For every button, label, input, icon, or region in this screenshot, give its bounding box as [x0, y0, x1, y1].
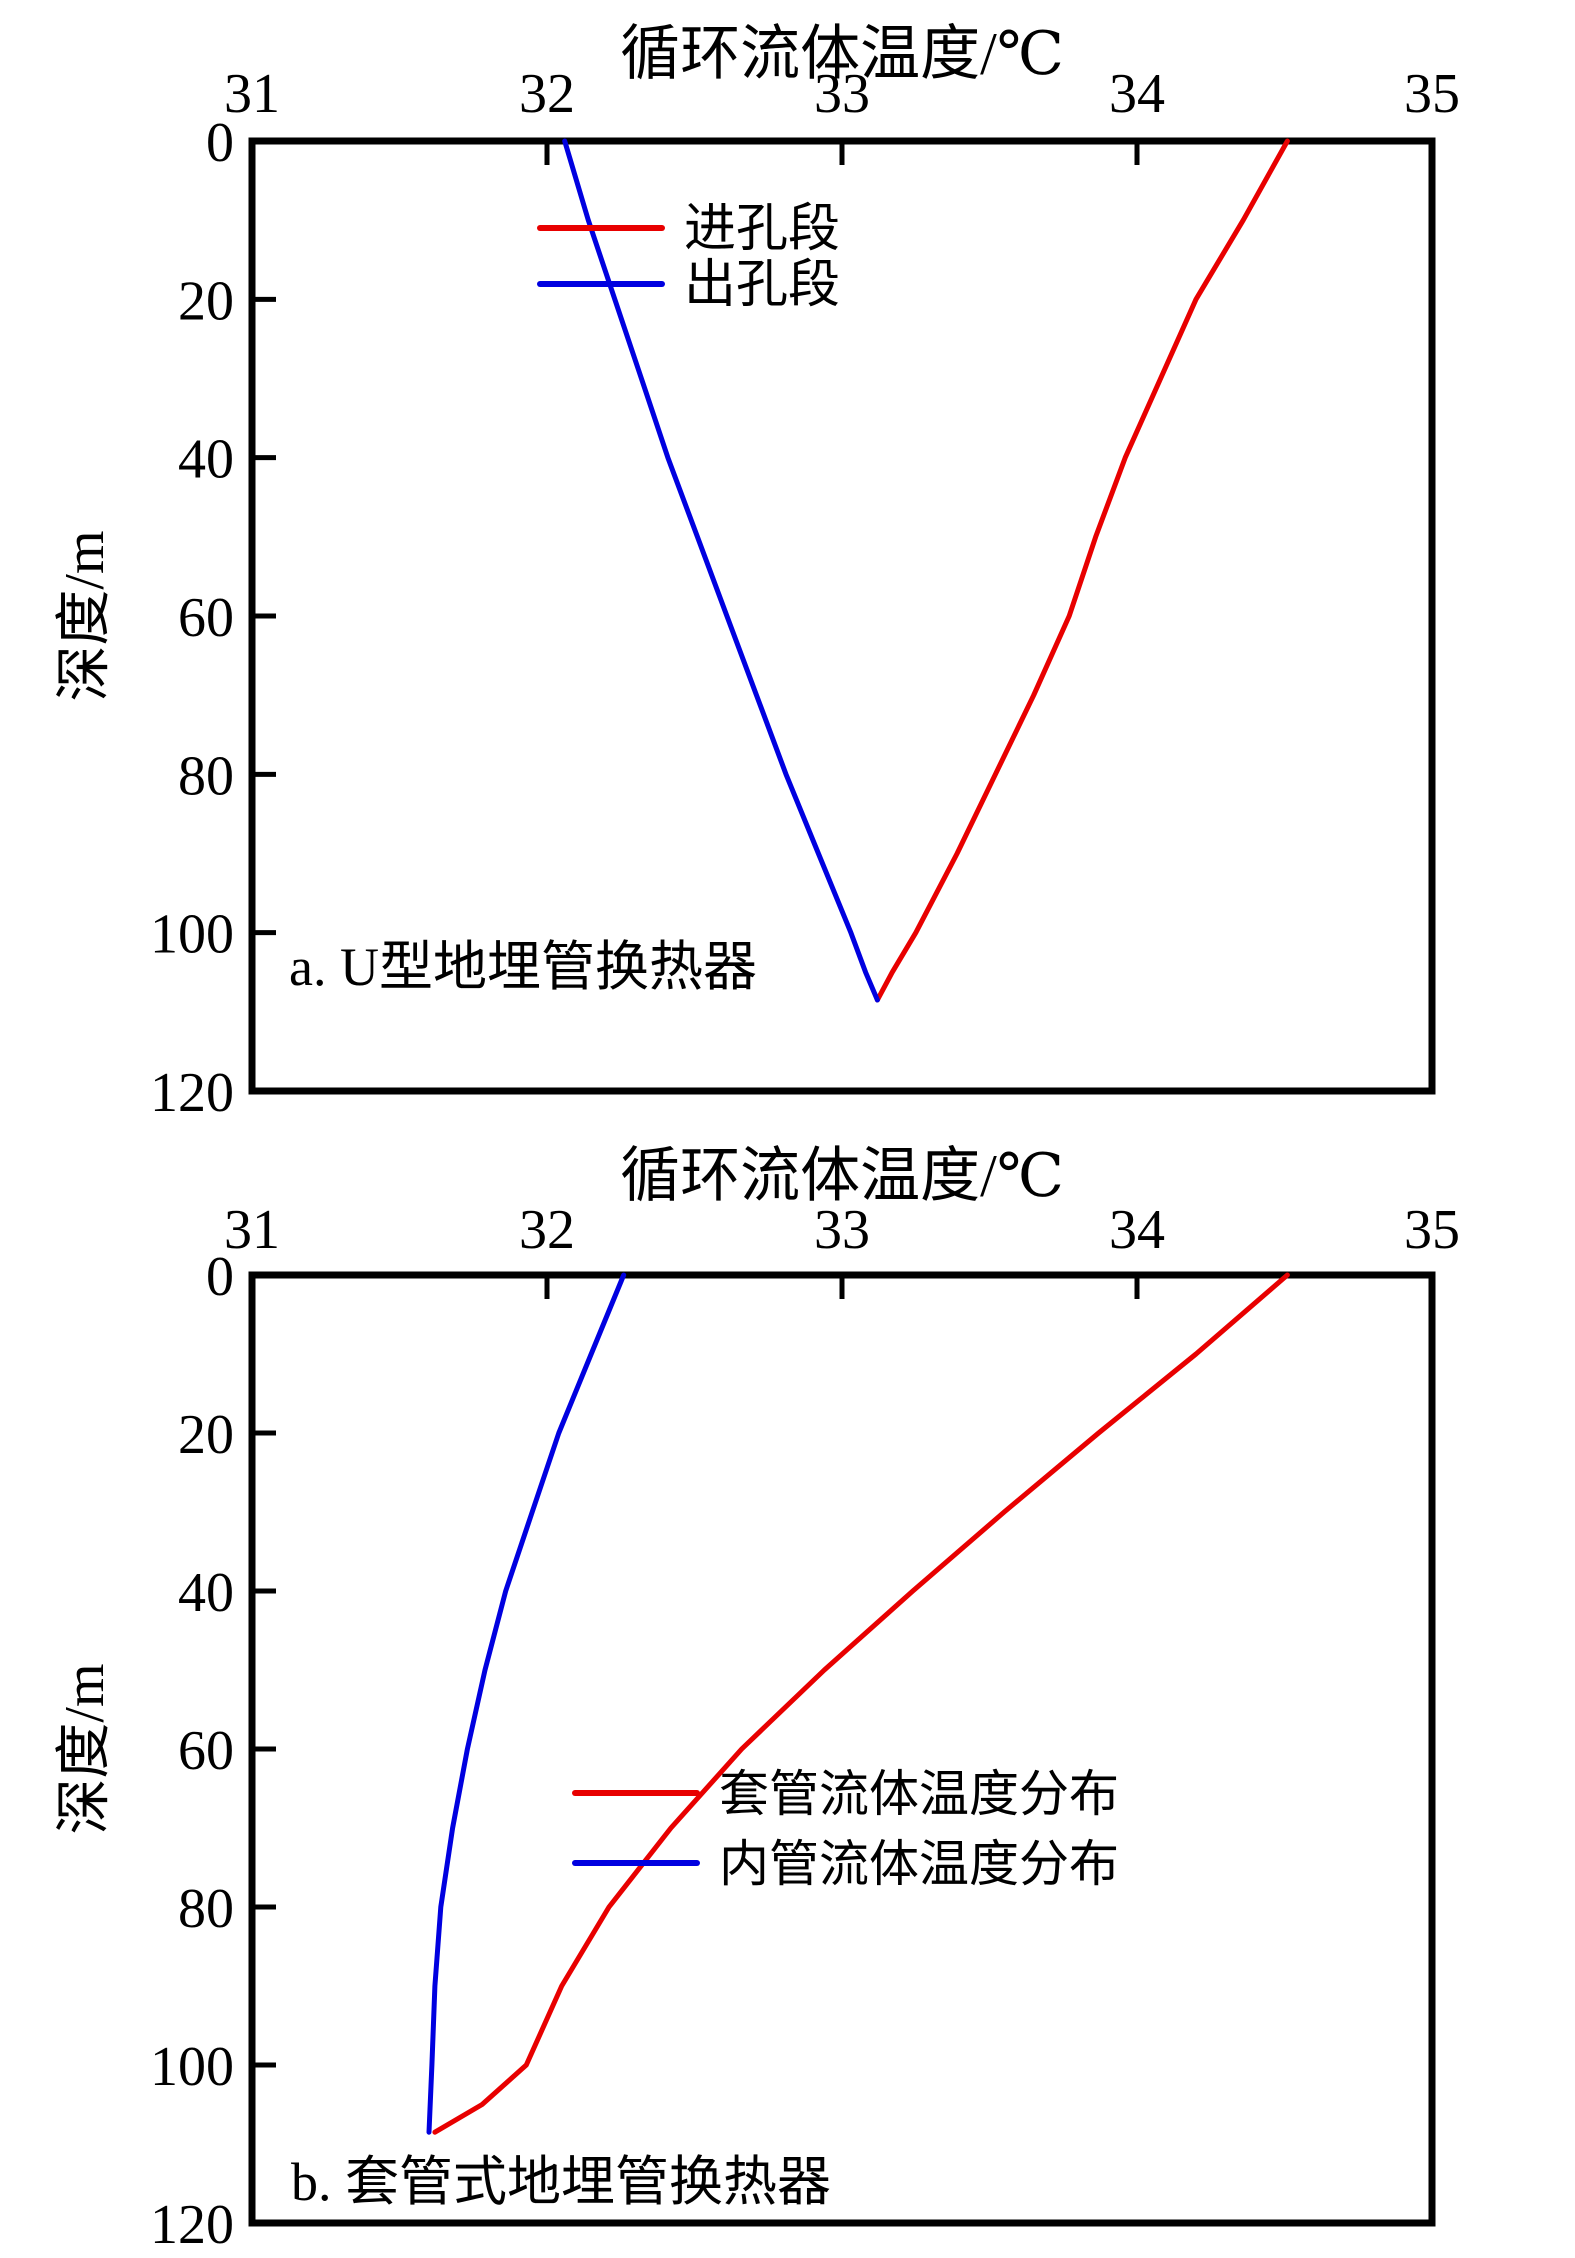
series-line-red: [432, 1272, 1290, 2135]
y-tick-label: 60: [178, 587, 234, 649]
y-tick-label: 120: [150, 2194, 234, 2256]
legend-label: 出孔段: [684, 257, 840, 314]
x-tick-label: 35: [1404, 1199, 1460, 1261]
y-tick-label: 20: [178, 270, 234, 332]
x-axis-title: 循环流体温度/℃: [620, 1143, 1064, 1209]
series-line-blue: [426, 1272, 627, 2135]
y-tick-label: 80: [178, 745, 234, 807]
y-tick-label: 0: [206, 1246, 234, 1308]
x-tick-label: 35: [1404, 63, 1460, 125]
y-tick-label: 100: [150, 2036, 234, 2098]
legend-label: 进孔段: [684, 201, 840, 258]
y-tick-label: 40: [178, 1562, 234, 1624]
x-tick-label: 32: [519, 63, 575, 125]
x-axis-title: 循环流体温度/℃: [620, 21, 1064, 87]
x-tick-label: 32: [519, 1199, 575, 1261]
y-tick-label: 100: [150, 904, 234, 966]
y-tick-label: 40: [178, 429, 234, 491]
y-tick-label: 20: [178, 1404, 234, 1466]
chart-panel-a: 31 32 33 34 35 0 20 40 60 80 100 120 循环流体温度/℃ 深度/m 进孔段…: [54, 21, 1460, 1124]
y-tick-label: 60: [178, 1720, 234, 1782]
x-tick-label: 31: [224, 63, 280, 125]
series-line-blue: [562, 138, 880, 1003]
legend-label: 套管流体温度分布: [719, 1766, 1119, 1822]
panel-label: a. U型地埋管换热器: [289, 937, 757, 997]
x-tick-label: 33: [814, 63, 870, 125]
x-tick-label: 31: [224, 1199, 280, 1261]
y-axis-title: 深度/m: [54, 530, 116, 701]
x-tick-label: 34: [1109, 63, 1165, 125]
legend-label: 内管流体温度分布: [719, 1836, 1119, 1892]
chart-panel-b: 31 32 33 34 35 0 20 40 60 80 100 120 循环流体温度/℃ 深度/m 套管流…: [54, 1143, 1460, 2256]
y-tick-label: 0: [206, 112, 234, 174]
y-tick-label: 80: [178, 1878, 234, 1940]
panel-label: b. 套管式地埋管换热器: [291, 2152, 831, 2212]
y-tick-label: 120: [150, 1062, 234, 1124]
y-axis-title: 深度/m: [54, 1663, 116, 1834]
x-tick-label: 33: [814, 1199, 870, 1261]
x-tick-label: 34: [1109, 1199, 1165, 1261]
series-line-red: [874, 138, 1290, 1003]
